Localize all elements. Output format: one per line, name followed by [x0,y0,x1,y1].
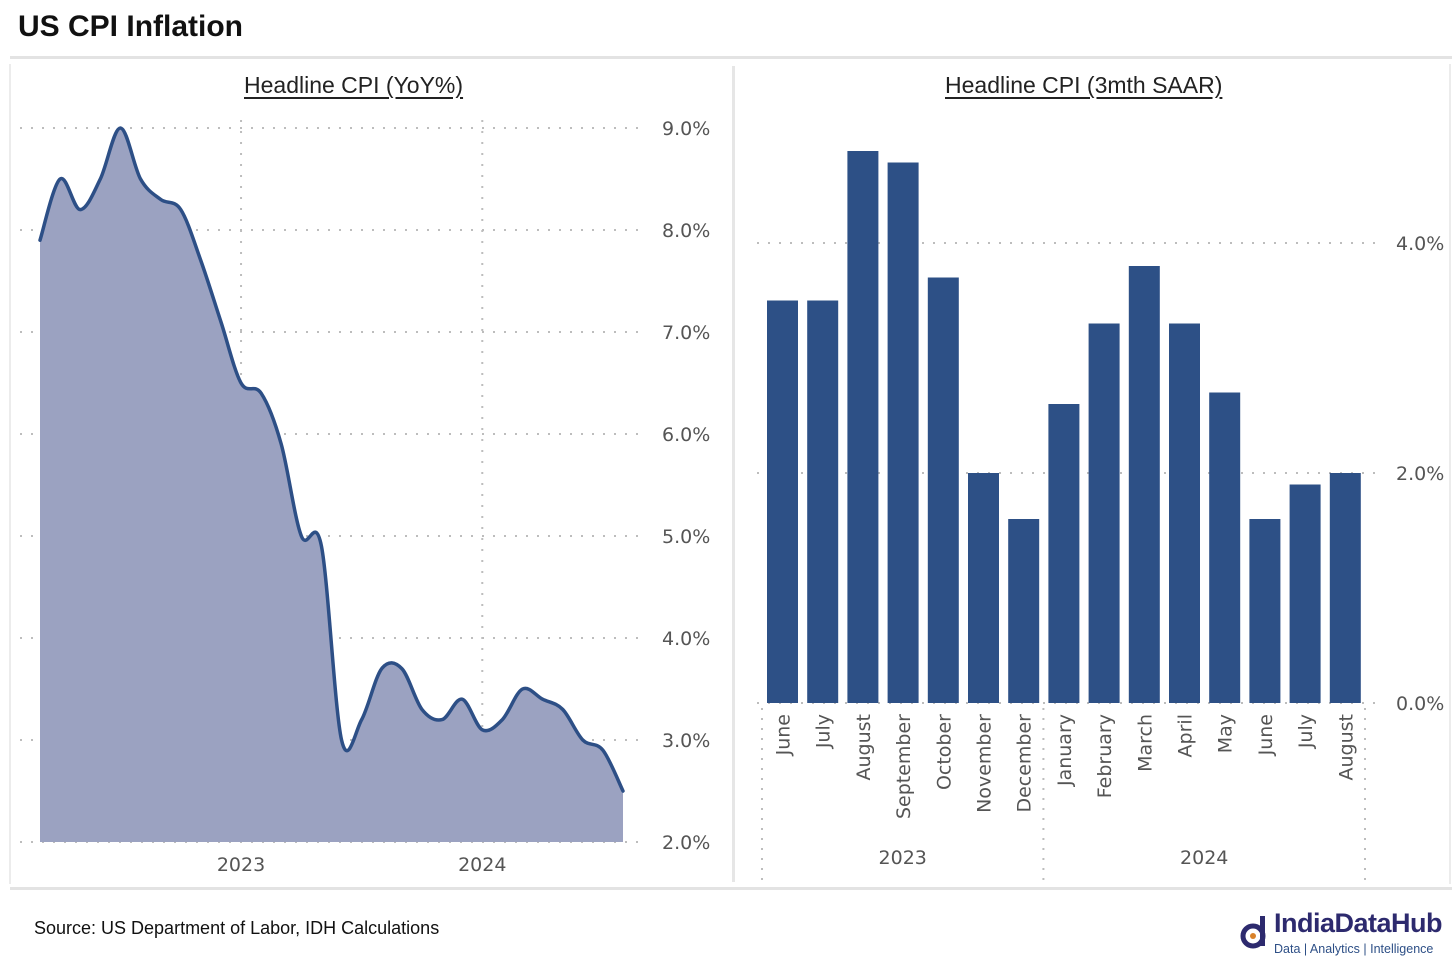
bar-february [1088,323,1120,703]
bar-october [927,277,959,703]
x-tick-label: February [1094,714,1116,798]
group-label: 2024 [1180,847,1228,869]
chart-title-yoy: Headline CPI (YoY%) [244,72,464,98]
saar-bar-chart: 4.0% 2.0% 0.0% June July August September Octob… [757,151,1444,882]
bar-august [847,151,879,703]
bar-september [887,162,919,703]
logo-tagline: Data | Analytics | Intelligence [1274,942,1434,956]
x-tick-label: April [1175,714,1197,757]
y-tick-label: 8.0% [662,220,710,242]
yoy-area-fill [40,128,623,842]
bar-june [767,300,798,703]
x-tick-label: March [1134,714,1156,772]
x-tick-label: January [1054,714,1076,787]
y-tick-label: 2.0% [662,832,710,854]
y-tick-label: 5.0% [662,526,710,548]
x-tick-label: July [813,714,835,749]
y-tick-label: 7.0% [662,322,710,344]
x-tick-label: June [1255,714,1277,756]
bar-november [968,473,999,703]
title-divider [10,56,1452,59]
logo-name: IndiaDataHub [1274,908,1443,938]
panel-divider [732,66,735,882]
x-tick-label: May [1215,714,1237,753]
x-tick-label: November [974,714,996,813]
x-tick-label: December [1014,714,1036,813]
bar-august [1329,473,1361,703]
india-data-hub-logo-icon [1240,916,1266,949]
x-tick-label: 2024 [458,854,506,876]
bar-june [1249,519,1281,703]
x-tick-label: August [853,714,875,781]
chart-title-saar: Headline CPI (3mth SAAR) [945,72,1223,98]
x-tick-label: July [1295,714,1317,749]
yoy-series-line [38,126,625,793]
y-tick-label: 2.0% [1396,463,1444,485]
india-data-hub-logo[interactable]: IndiaDataHub Data | Analytics | Intellig… [1240,908,1452,960]
x-tick-label: June [773,714,795,756]
x-tick-label: 2023 [217,854,265,876]
y-tick-label: 4.0% [1396,233,1444,255]
bar-july [1289,484,1321,703]
right-border [1449,64,1451,884]
y-tick-label: 6.0% [662,424,710,446]
bar-january [1048,404,1080,703]
bar-march [1128,266,1160,703]
yoy-area-chart: 9.0% 8.0% 7.0% 6.0% 5.0% 4.0% 3.0% 2.0% 2023 2024 [20,118,710,876]
x-tick-label: August [1335,714,1357,781]
y-tick-label: 4.0% [662,628,710,650]
footer-divider [10,887,1452,890]
bar-may [1209,392,1241,703]
x-tick-label: September [893,714,915,819]
source-note: Source: US Department of Labor, IDH Calc… [34,918,440,938]
bar-april [1169,323,1200,703]
x-tick-label: October [933,714,955,790]
y-tick-label: 0.0% [1396,693,1444,715]
y-tick-label: 3.0% [662,730,710,752]
page-title: US CPI Inflation [18,10,243,43]
bar-july [807,300,839,703]
bar-december [1008,519,1040,703]
y-tick-label: 9.0% [662,118,710,140]
group-label: 2023 [879,847,927,869]
left-border [9,64,11,884]
